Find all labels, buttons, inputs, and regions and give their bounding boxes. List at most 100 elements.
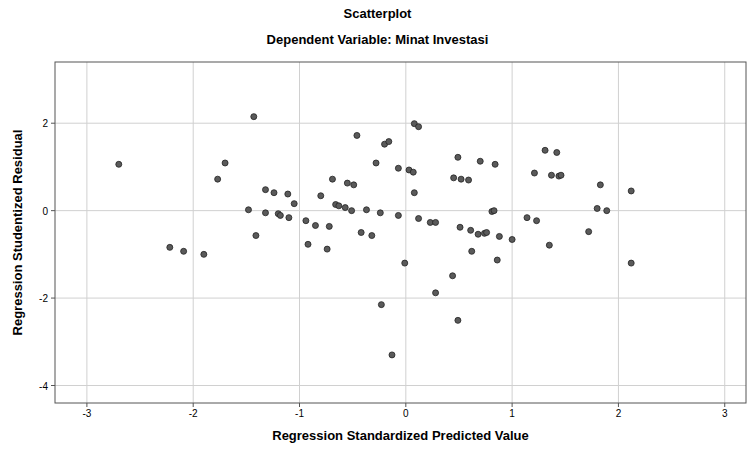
x-tick-label: -3: [82, 408, 91, 419]
point: [548, 172, 554, 178]
subtitle: Dependent Variable: Minat Investasi: [267, 32, 489, 47]
point: [167, 244, 173, 250]
grid-line-y: [55, 298, 746, 299]
point: [336, 203, 342, 209]
point: [291, 201, 297, 207]
point: [604, 208, 610, 214]
points: [116, 114, 634, 358]
x-tick-label: 2: [616, 408, 622, 419]
point: [496, 233, 502, 239]
point: [326, 223, 332, 229]
point: [181, 248, 187, 254]
point: [457, 224, 463, 230]
point: [451, 175, 457, 181]
x-tick-label: 0: [403, 408, 409, 419]
point: [354, 132, 360, 138]
point: [492, 161, 498, 167]
point: [466, 177, 472, 183]
y-tick: [51, 385, 55, 386]
y-tick-label: 0: [42, 206, 48, 217]
grid-line-x: [724, 62, 725, 403]
point: [351, 182, 357, 188]
x-tick: [618, 403, 619, 407]
grid-line-y: [55, 123, 746, 124]
point: [494, 257, 500, 263]
point: [373, 160, 379, 166]
point: [455, 317, 461, 323]
grid-line-x: [193, 62, 194, 403]
point: [262, 187, 268, 193]
point: [342, 205, 348, 211]
point: [477, 158, 483, 164]
point: [433, 290, 439, 296]
point: [245, 207, 251, 213]
point: [116, 161, 122, 167]
point: [534, 218, 540, 224]
point: [305, 241, 311, 247]
grid-line-x: [512, 62, 513, 403]
point: [277, 212, 283, 218]
point: [450, 273, 456, 279]
point: [358, 230, 364, 236]
point: [251, 114, 257, 120]
point: [303, 218, 309, 224]
grid-line-x: [405, 62, 406, 403]
point: [475, 231, 481, 237]
point: [484, 230, 490, 236]
point: [344, 180, 350, 186]
y-tick: [51, 298, 55, 299]
point: [253, 233, 259, 239]
point: [386, 139, 392, 145]
x-tick: [299, 403, 300, 407]
point: [410, 169, 416, 175]
point: [458, 176, 464, 182]
point: [524, 215, 530, 221]
x-tick-label: -1: [295, 408, 304, 419]
point: [324, 246, 330, 252]
y-axis-title: Regression Studentized Residual: [10, 130, 25, 336]
x-tick: [86, 403, 87, 407]
point: [262, 210, 268, 216]
point: [594, 205, 600, 211]
point: [286, 215, 292, 221]
grid-line-x: [299, 62, 300, 403]
point: [558, 172, 564, 178]
point: [222, 160, 228, 166]
point: [455, 154, 461, 160]
point: [597, 182, 603, 188]
x-tick: [512, 403, 513, 407]
title: Scatterplot: [344, 6, 413, 21]
point: [586, 229, 592, 235]
point: [546, 242, 552, 248]
x-tick: [193, 403, 194, 407]
point: [395, 165, 401, 171]
grid-line-x: [618, 62, 619, 403]
point: [433, 219, 439, 225]
y-tick-label: -4: [39, 381, 48, 392]
point: [468, 227, 474, 233]
point: [542, 147, 548, 153]
point: [628, 260, 634, 266]
x-tick: [724, 403, 725, 407]
point: [349, 208, 355, 214]
x-tick: [405, 403, 406, 407]
point: [509, 236, 515, 242]
y-tick: [51, 210, 55, 211]
point: [628, 188, 634, 194]
grid-line-y: [55, 385, 746, 386]
point: [402, 260, 408, 266]
x-tick-label: 3: [722, 408, 728, 419]
point: [554, 149, 560, 155]
point: [491, 208, 497, 214]
y-tick-label: -2: [39, 293, 48, 304]
grid-line-x: [86, 62, 87, 403]
point: [201, 251, 207, 257]
point: [369, 233, 375, 239]
point: [531, 170, 537, 176]
point: [416, 124, 422, 130]
point: [395, 212, 401, 218]
plot-frame: [55, 62, 746, 403]
point: [411, 190, 417, 196]
y-tick-label: 2: [42, 118, 48, 129]
point: [318, 193, 324, 199]
